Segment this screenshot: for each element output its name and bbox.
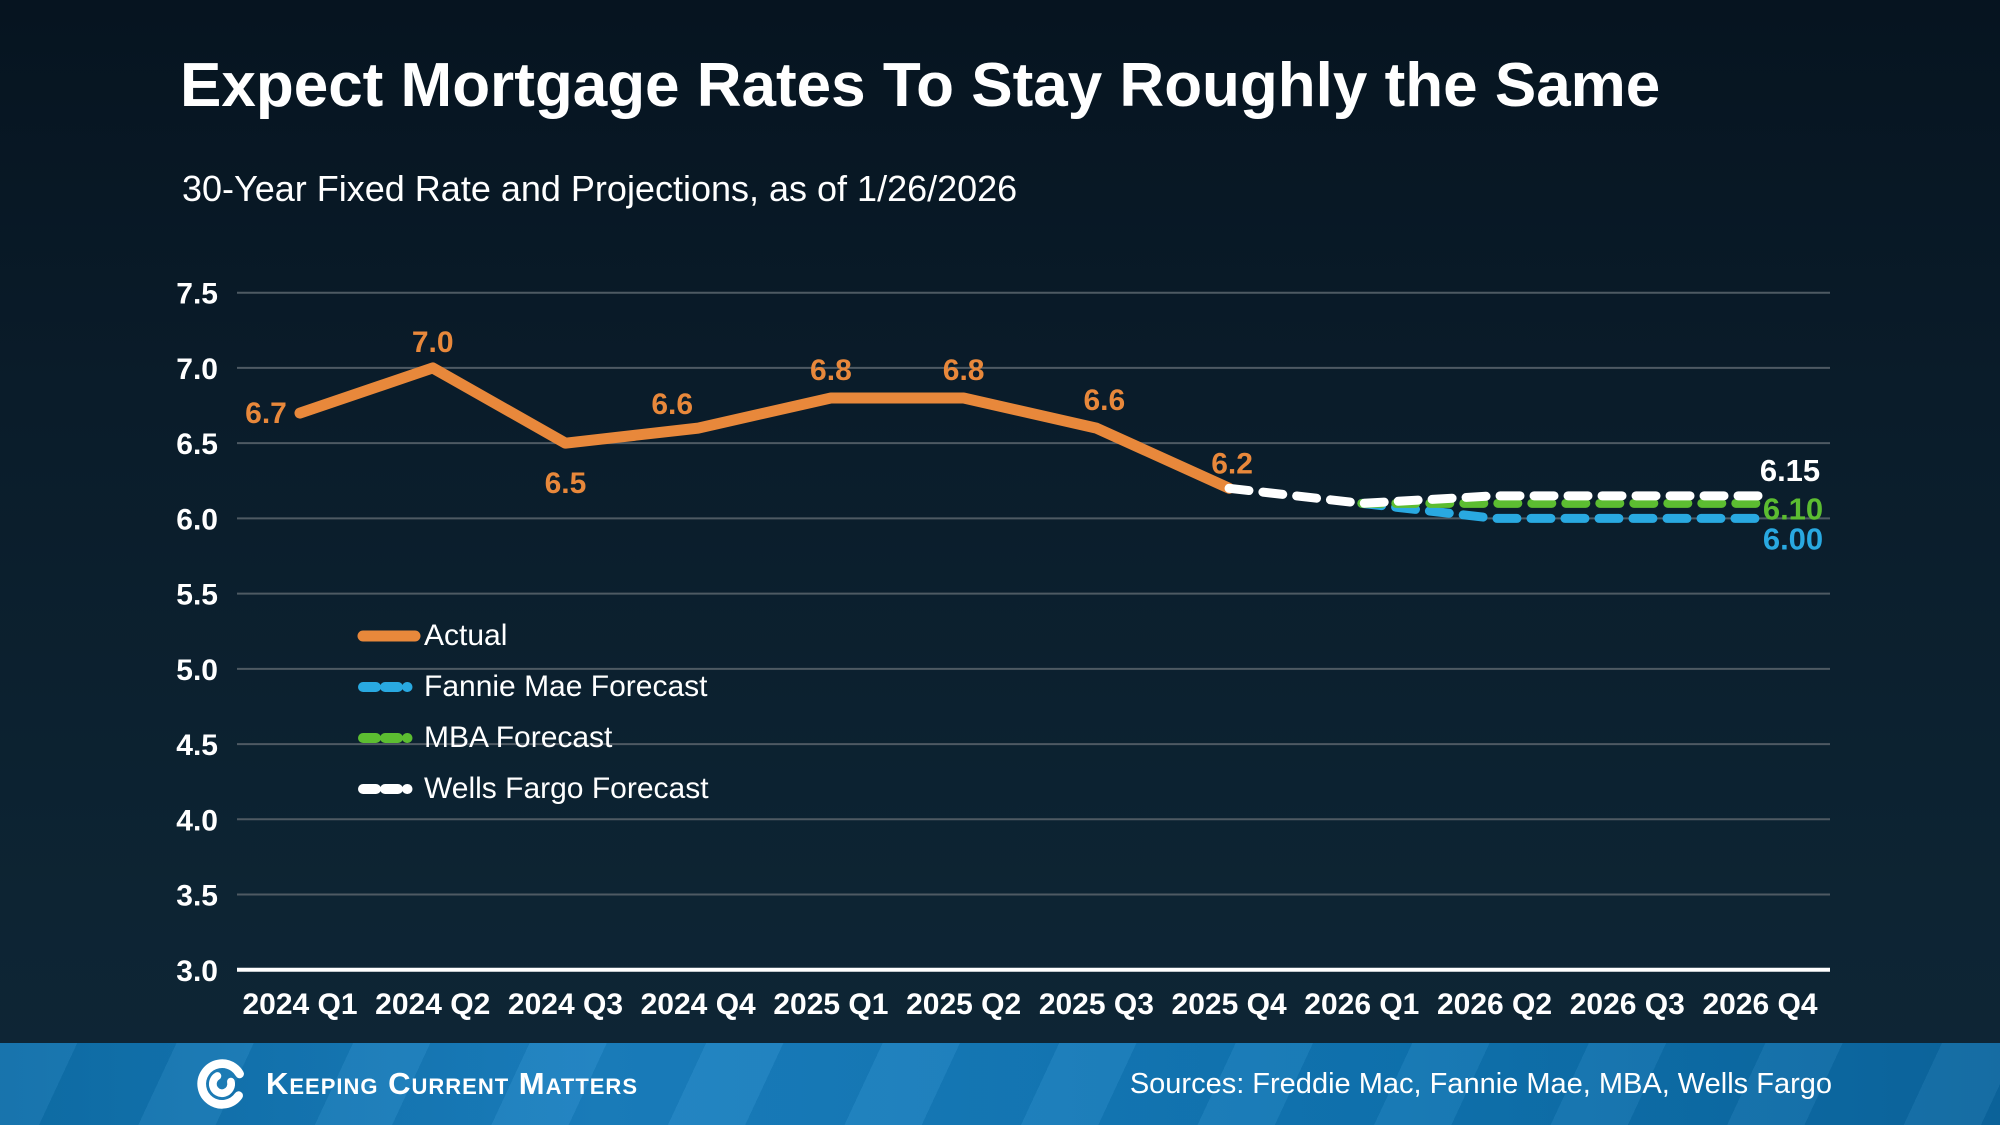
legend-swatch-wells-fargo-forecast — [358, 783, 418, 794]
data-label-actual-2024-q4: 6.6 — [651, 388, 693, 421]
x-tick-2026-q1: 2026 Q1 — [1304, 988, 1419, 1021]
end-label-wells-fargo-forecast: 6.15 — [1760, 453, 1820, 488]
legend-item-wells-fargo-forecast: Wells Fargo Forecast — [357, 763, 709, 814]
page-title: Expect Mortgage Rates To Stay Roughly th… — [180, 51, 1661, 120]
y-tick-5.0: 5.0 — [176, 654, 218, 687]
y-tick-7.0: 7.0 — [176, 353, 218, 386]
x-tick-2024-q4: 2024 Q4 — [641, 988, 756, 1021]
x-tick-2026-q4: 2026 Q4 — [1702, 988, 1817, 1021]
data-label-actual-2025-q2: 6.8 — [943, 354, 985, 387]
legend-item-fannie-mae-forecast: Fannie Mae Forecast — [357, 661, 709, 712]
data-label-actual-2024-q1: 6.7 — [245, 397, 287, 430]
series-line-actual — [294, 362, 1235, 494]
data-label-actual-2024-q3: 6.5 — [545, 467, 587, 500]
y-tick-6.5: 6.5 — [176, 428, 218, 461]
x-tick-2026-q2: 2026 Q2 — [1437, 988, 1552, 1021]
end-label-fannie-mae-forecast: 6.00 — [1763, 521, 1823, 556]
y-tick-3.0: 3.0 — [176, 955, 218, 988]
x-tick-2024-q2: 2024 Q2 — [375, 988, 490, 1021]
legend-item-mba-forecast: MBA Forecast — [357, 712, 709, 763]
page-subtitle: 30-Year Fixed Rate and Projections, as o… — [182, 168, 1018, 209]
footer-bar: Keeping Current Matters Sources: Freddie… — [0, 1043, 2000, 1125]
data-label-actual-2024-q2: 7.0 — [412, 326, 454, 359]
brand-name: Keeping Current Matters — [266, 1066, 638, 1101]
legend-label-actual: Actual — [424, 618, 508, 652]
legend-label-mba-forecast: MBA Forecast — [424, 720, 613, 754]
series-line-wells-fargo-forecast — [1224, 483, 1765, 508]
legend-item-actual: Actual — [357, 610, 709, 661]
x-tick-2024-q3: 2024 Q3 — [508, 988, 623, 1021]
legend-label-wells-fargo-forecast: Wells Fargo Forecast — [424, 771, 709, 805]
x-tick-2025-q3: 2025 Q3 — [1039, 988, 1154, 1021]
sources-text: Sources: Freddie Mac, Fannie Mae, MBA, W… — [1129, 1067, 1832, 1100]
chart-legend: Actual Fannie Mae Forecast MBA Forecast Wel… — [357, 610, 709, 814]
y-tick-5.5: 5.5 — [176, 579, 218, 612]
y-tick-6.0: 6.0 — [176, 503, 218, 536]
kcm-logo-icon — [197, 1059, 247, 1109]
y-tick-4.5: 4.5 — [176, 729, 218, 762]
y-tick-7.5: 7.5 — [176, 278, 218, 311]
end-label-mba-forecast: 6.10 — [1763, 491, 1823, 526]
data-label-actual-2025-q3: 6.6 — [1084, 384, 1126, 417]
legend-swatch-mba-forecast — [358, 732, 418, 743]
data-label-actual-2025-q4: 6.2 — [1211, 447, 1253, 480]
series-line-fannie-mae-forecast — [1357, 498, 1765, 523]
data-label-actual-2025-q1: 6.8 — [810, 354, 852, 387]
legend-label-fannie-mae-forecast: Fannie Mae Forecast — [424, 669, 708, 703]
x-tick-2024-q1: 2024 Q1 — [242, 988, 357, 1021]
y-tick-3.5: 3.5 — [176, 880, 218, 913]
x-tick-2025-q2: 2025 Q2 — [906, 988, 1021, 1021]
legend-swatch-actual — [357, 630, 421, 641]
legend-swatch-fannie-mae-forecast — [358, 681, 418, 692]
brand: Keeping Current Matters — [193, 1043, 638, 1125]
x-tick-2025-q4: 2025 Q4 — [1172, 988, 1287, 1021]
x-tick-2026-q3: 2026 Q3 — [1570, 988, 1685, 1021]
y-tick-4.0: 4.0 — [176, 804, 218, 837]
x-tick-2025-q1: 2025 Q1 — [773, 988, 888, 1021]
